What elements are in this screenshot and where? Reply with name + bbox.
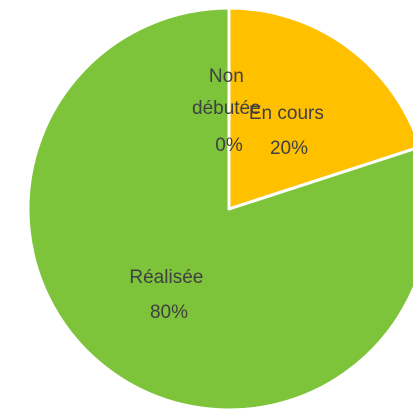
slice-label-realisee-name: Réalisée [129, 267, 203, 288]
slice-label-en-cours-value: 20% [270, 138, 308, 159]
pie-slice-en-cours [227, 6, 413, 211]
slice-label-realisee: Réalisée 80% [129, 267, 208, 323]
slice-label-en-cours-name: En cours [249, 103, 324, 124]
slice-label-en-cours: En cours 20% [249, 103, 329, 159]
slice-label-realisee-value: 80% [150, 302, 188, 323]
pie-slices [26, 6, 413, 409]
slice-label-non-debutee-line1: Non [209, 66, 244, 87]
pie-labels: Non débutée 0% En cours 20% Réalisée 80% [129, 66, 329, 323]
slice-label-non-debutee-line2: débutée [192, 98, 261, 119]
slice-label-non-debutee-value: 0% [215, 135, 243, 156]
pie-slice-realisee [26, 6, 413, 409]
slice-label-non-debutee: Non débutée 0% [192, 66, 266, 156]
